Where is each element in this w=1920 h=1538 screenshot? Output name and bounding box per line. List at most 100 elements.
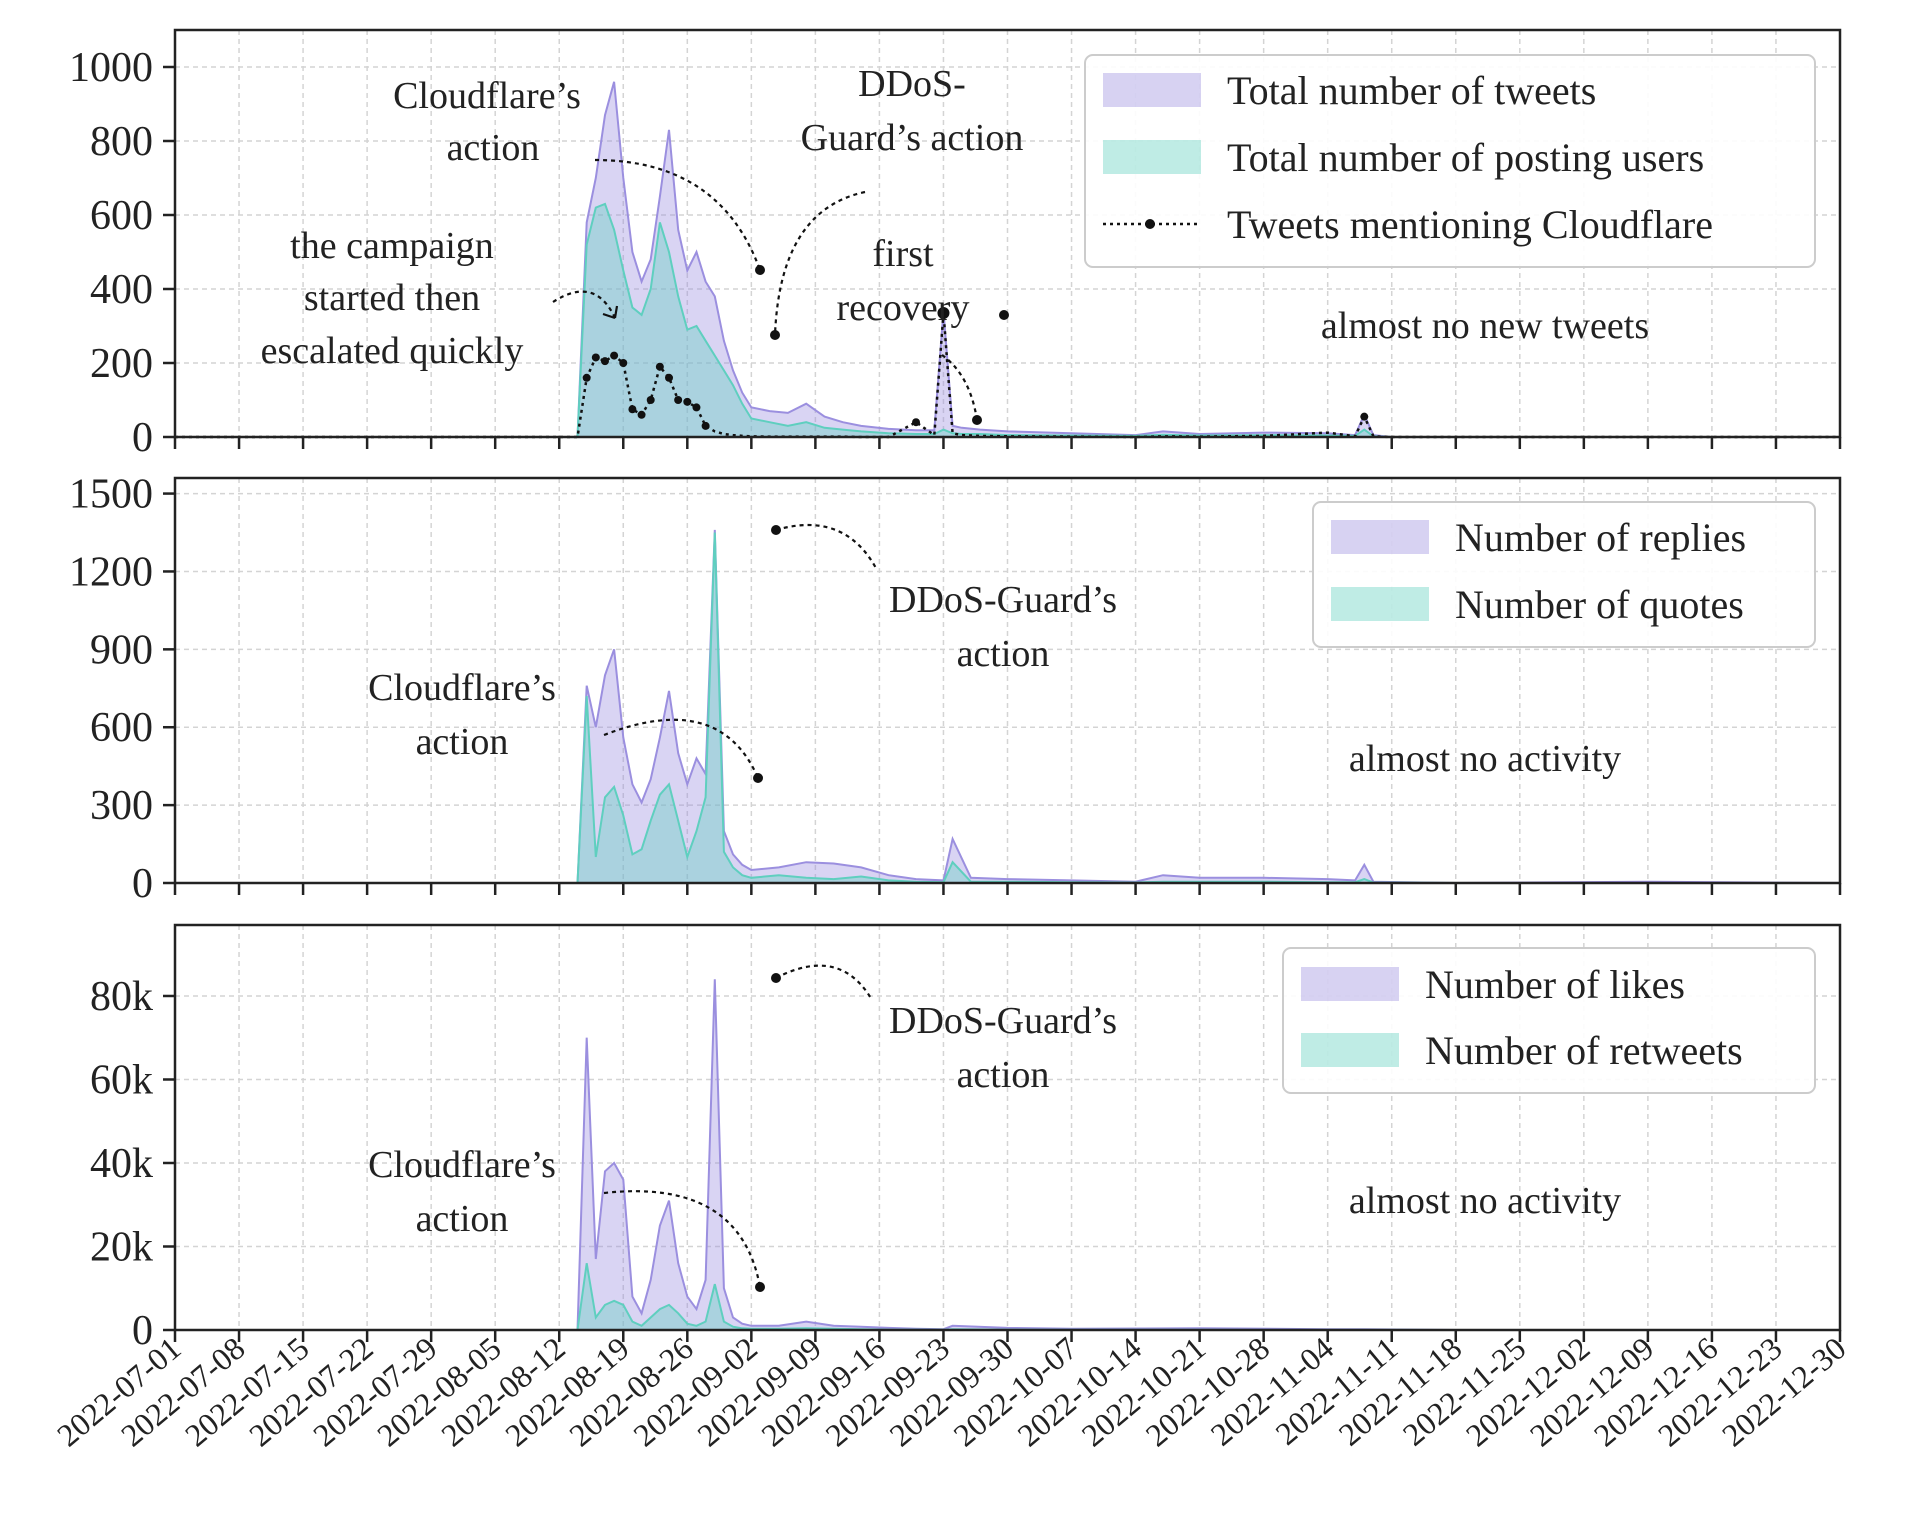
annotation-point (755, 1282, 765, 1292)
annotation-text: action (957, 633, 1050, 675)
series-point (665, 373, 674, 382)
annotation-point (770, 330, 780, 340)
y-tick-label: 1000 (69, 45, 153, 91)
annotation-text: action (957, 1054, 1050, 1096)
series-point (600, 357, 609, 366)
annotation-text: almost no activity (1349, 738, 1621, 780)
arrow-head (602, 305, 619, 320)
series-line-1 (175, 81, 1840, 438)
annotation-text: recovery (837, 287, 970, 329)
series-point (912, 418, 921, 427)
annotation-point (753, 773, 763, 783)
series-area-2 (175, 532, 1840, 883)
series-point (692, 403, 701, 412)
legend-box (1282, 947, 1816, 1094)
series-line-2 (175, 202, 1840, 438)
y-tick-label: 800 (90, 119, 153, 165)
y-tick-label: 40k (90, 1141, 153, 1187)
series-point (637, 410, 646, 419)
series-point (937, 307, 950, 320)
y-tick-label: 1200 (69, 549, 153, 595)
annotation-text: started then (304, 277, 480, 319)
x-axis-labels: 2022-07-012022-07-082022-07-152022-07-22… (50, 1330, 1853, 1454)
legend-swatch (1301, 967, 1399, 1001)
annotation-text: Cloudflare’s (368, 667, 556, 709)
panel-1: 0 200 400 600 800 1000 Cloudflare’s action DDoS-… (69, 28, 1842, 461)
y-tick-label: 1500 (69, 472, 153, 518)
annotation-text: first (872, 233, 934, 275)
annotation-text: almost no activity (1349, 1180, 1621, 1222)
annotation-arrow (552, 290, 616, 319)
annotation-arrow (603, 1190, 762, 1288)
series-point (619, 359, 628, 367)
series-area-2 (175, 203, 1840, 437)
annotation-text: escalated quickly (261, 330, 524, 372)
legend-label: Number of quotes (1455, 582, 1744, 627)
annotation-arrow (603, 718, 760, 779)
series-line-1 (175, 979, 1840, 1331)
series-area-1 (175, 81, 1840, 438)
series-point (628, 405, 637, 414)
y-tick-label: 0 (132, 1308, 153, 1354)
legend-swatch (1103, 140, 1201, 174)
annotation-text: almost no new tweets (1321, 305, 1649, 347)
series-area-1 (175, 979, 1840, 1330)
annotation-point (755, 265, 765, 275)
series-line-2 (175, 532, 1840, 884)
y-tick-label: 80k (90, 974, 153, 1020)
series-point (683, 397, 692, 406)
annotation-arrow (773, 190, 866, 336)
annotation-text: action (416, 1198, 509, 1240)
legend-swatch (1301, 1033, 1399, 1067)
legend-label: Total number of tweets (1227, 68, 1596, 113)
annotation-text: Cloudflare’s (393, 75, 581, 117)
y-tick-label: 200 (90, 341, 153, 387)
y-tick-label: 600 (90, 193, 153, 239)
annotation-arrow (594, 158, 762, 271)
y-tick-label: 300 (90, 783, 153, 829)
series-area-2 (175, 1263, 1840, 1330)
annotation-point (771, 525, 781, 535)
legend-swatch (1103, 73, 1201, 107)
legend-label: Number of likes (1425, 962, 1685, 1007)
legend-swatch (1331, 520, 1429, 554)
legend-box (1312, 501, 1816, 648)
legend-label: Number of replies (1455, 515, 1746, 560)
panel-3: 0 20k 40k 60k 80k DDoS-Guard’s action Cloudflar… (90, 923, 1842, 1354)
y-tick-label: 400 (90, 267, 153, 313)
legend-label: Number of retweets (1425, 1028, 1743, 1073)
legend-marker (1145, 219, 1155, 229)
series-point (701, 421, 710, 430)
series-point (674, 396, 683, 404)
series-point (646, 396, 655, 404)
y-tick-label: 20k (90, 1224, 153, 1270)
series-point (582, 373, 591, 382)
y-tick-label: 900 (90, 627, 153, 673)
series-point (1360, 412, 1369, 421)
y-tick-label: 600 (90, 705, 153, 751)
series-line-1 (175, 529, 1841, 885)
annotation-point (771, 973, 781, 983)
annotation-text: action (447, 127, 540, 169)
y-tick-label: 0 (132, 415, 153, 461)
annotation-text: action (416, 721, 509, 763)
y-tick-label: 60k (90, 1057, 153, 1103)
annotation-text: DDoS-Guard’s (889, 1000, 1117, 1042)
series-area-1 (175, 529, 1840, 883)
annotation-text: DDoS-Guard’s (889, 579, 1117, 621)
annotation-text: DDoS- (858, 63, 966, 105)
annotation-arrow (775, 964, 873, 1001)
annotation-arrow (775, 523, 878, 571)
annotation-text: the campaign (290, 225, 494, 267)
y-tick-label: 0 (132, 861, 153, 907)
annotation-point (999, 310, 1009, 320)
annotation-point (972, 415, 982, 425)
series-point (591, 353, 600, 362)
legend-label: Total number of posting users (1227, 135, 1704, 180)
annotation-text: Cloudflare’s (368, 1144, 556, 1186)
legend-box (1084, 54, 1816, 268)
series-point (610, 351, 619, 360)
panel-2: 0 300 600 900 1200 1500 DDoS-Guard’s action Clou… (69, 472, 1842, 907)
annotation-text: Guard’s action (801, 117, 1024, 159)
